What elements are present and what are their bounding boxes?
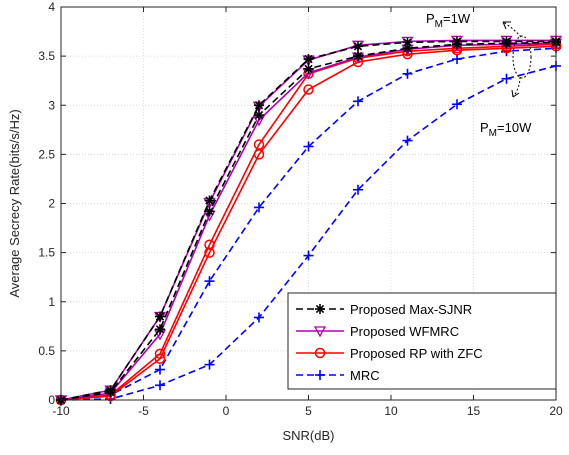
data-point (303, 250, 314, 261)
x-tick-label: 10 (384, 404, 398, 418)
annotation-arrow-down-head (511, 89, 520, 98)
data-point (204, 276, 215, 287)
legend-label: Proposed WFMRC (350, 324, 459, 339)
data-point (155, 380, 165, 391)
data-point (204, 206, 215, 217)
data-point (254, 312, 264, 323)
annotation-pm-1w: PM=1W (426, 11, 471, 30)
legend-item: Proposed RP with ZFC (296, 346, 483, 361)
data-point (154, 353, 166, 364)
x-tick-label: 5 (305, 404, 312, 418)
data-point (501, 73, 512, 84)
y-tick-label: 2.5 (38, 147, 55, 161)
data-point (253, 149, 265, 160)
data-point (155, 324, 165, 335)
legend: Proposed Max-SJNR Proposed WFMRC Proposed … (287, 292, 557, 390)
legend-item: Proposed WFMRC (296, 324, 459, 339)
legend-marker (315, 370, 325, 380)
legend-items: Proposed Max-SJNR Proposed WFMRC Proposed … (296, 302, 483, 383)
data-point (452, 39, 462, 50)
legend-label: MRC (350, 368, 380, 383)
annotation-pm-1w-base: P (426, 11, 435, 26)
legend-item: MRC (296, 368, 380, 383)
data-point (452, 54, 462, 65)
annotation-arrow-up-head (502, 21, 511, 30)
x-tick-label: 20 (549, 404, 563, 418)
y-axis-label: Average Secrecy Rate(bits/s/Hz) (7, 109, 22, 297)
data-point (303, 63, 314, 74)
data-point (303, 141, 314, 152)
legend-item: Proposed Max-SJNR (296, 302, 472, 317)
x-tick-label: -5 (138, 404, 149, 418)
data-point (353, 51, 363, 62)
data-point (353, 184, 363, 195)
annotation-pm-1w-sub: M (435, 19, 443, 30)
y-tick-label: 2 (48, 197, 55, 211)
annotation-pm-10w-rest: =10W (497, 120, 532, 135)
y-tick-label: 3.5 (38, 49, 55, 63)
data-point (253, 139, 265, 150)
data-point (303, 54, 314, 65)
x-axis-label: SNR(dB) (282, 428, 334, 443)
legend-label: Proposed RP with ZFC (350, 346, 483, 361)
data-point (452, 99, 462, 110)
annotation-arrow-down (512, 76, 521, 98)
data-point (501, 38, 512, 49)
annotations: PM=1W PM=10W (426, 11, 532, 139)
data-point (204, 359, 215, 370)
x-tick-label: 0 (223, 404, 230, 418)
annotation-pm-1w-rest: =1W (443, 11, 471, 26)
data-point (254, 202, 264, 213)
annotation-pm-10w-base: P (480, 120, 489, 135)
annotation-pm-10w-sub: M (489, 128, 497, 139)
tick-layer: -10 -5 0 5 10 15 20 0 0.5 1 1.5 2 2.5 3 3.5 4 (38, 0, 563, 418)
data-point (204, 247, 215, 258)
legend-marker (313, 326, 327, 338)
data-point (303, 84, 314, 95)
y-tick-label: 1 (48, 295, 55, 309)
annotation-ellipse (512, 35, 532, 79)
y-tick-label: 1.5 (38, 246, 55, 260)
data-point (254, 110, 264, 121)
data-point (105, 387, 116, 398)
annotation-arrow-up (502, 21, 522, 38)
data-point (402, 135, 413, 146)
data-point (155, 364, 165, 375)
y-tick-label: 3 (48, 98, 55, 112)
y-tick-label: 4 (48, 0, 55, 14)
x-tick-label: 15 (467, 404, 481, 418)
y-tick-label: 0.5 (38, 344, 55, 358)
data-point (402, 68, 413, 79)
x-tick-label: -10 (52, 404, 70, 418)
data-point (353, 96, 363, 107)
legend-marker (315, 304, 325, 314)
data-point (402, 43, 413, 54)
series-line (60, 45, 557, 401)
data-point (254, 100, 264, 111)
legend-label: Proposed Max-SJNR (350, 302, 472, 317)
data-point (353, 41, 363, 52)
annotation-pm-10w: PM=10W (480, 120, 532, 139)
data-point (204, 195, 215, 206)
y-tick-label: 0 (48, 393, 55, 407)
series-layer (54, 35, 563, 407)
legend-marker (314, 347, 326, 359)
data-point (155, 311, 165, 322)
